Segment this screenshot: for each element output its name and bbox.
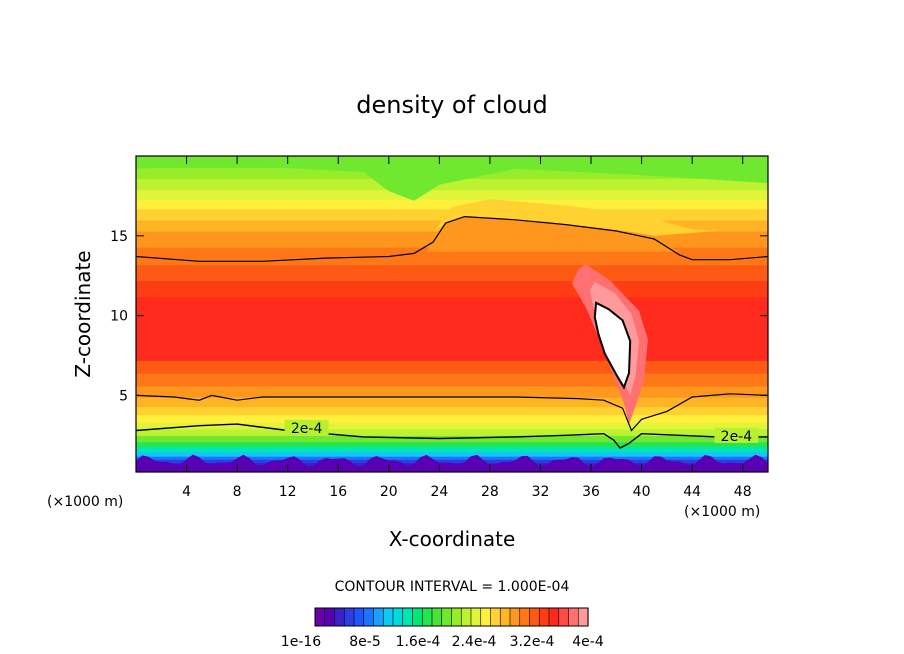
x-tick-label-20: 20 — [380, 484, 398, 500]
colorbar-swatch-15 — [460, 607, 472, 627]
contour-plot-area — [136, 156, 768, 472]
colorbar-swatch-27 — [577, 607, 589, 627]
contour-band-25 — [136, 178, 768, 191]
contour-band-5 — [136, 446, 768, 452]
contour-band-12 — [136, 397, 768, 408]
contour-line-2e-4 — [136, 423, 768, 449]
colorbar-swatch-23 — [538, 607, 550, 627]
colorbar — [314, 607, 589, 627]
x-tick-label-16: 16 — [329, 484, 347, 500]
colorbar-swatch-5 — [363, 607, 375, 627]
x-tick-label-48: 48 — [734, 484, 752, 500]
contour-band-17 — [136, 280, 768, 298]
colorbar-swatch-4 — [353, 607, 365, 627]
colorbar-swatch-21 — [519, 607, 531, 627]
colorbar-label-2: 1.6e-4 — [396, 634, 441, 650]
colorbar-swatch-19 — [499, 607, 511, 627]
x-tick-label-28: 28 — [481, 484, 499, 500]
colorbar-frame — [314, 607, 589, 627]
colorbar-label-1: 8e-5 — [349, 634, 380, 650]
contour-band-3 — [136, 456, 768, 460]
colorbar-swatch-8 — [392, 607, 404, 627]
plot-frame — [135, 155, 769, 473]
contour-label-0: 2e-4 — [291, 421, 323, 437]
colorbar-label-0: 1e-16 — [281, 634, 321, 650]
ground-layer — [136, 454, 768, 472]
contour-band-16 — [136, 296, 768, 361]
colorbar-swatch-24 — [548, 607, 560, 627]
x-tick-label-8: 8 — [233, 484, 242, 500]
colorbar-swatch-1 — [324, 607, 336, 627]
upper-green-region — [136, 156, 768, 201]
colorbar-swatch-0 — [314, 607, 326, 627]
tongue-core — [593, 301, 632, 390]
y-tick-label-15: 15 — [110, 229, 128, 245]
x-axis-title: X-coordinate — [389, 527, 516, 551]
x-tick-label-12: 12 — [279, 484, 297, 500]
contour-band-24 — [136, 189, 768, 200]
colorbar-swatch-9 — [402, 607, 414, 627]
y-tick-label-10: 10 — [110, 309, 128, 325]
colorbar-swatch-12 — [431, 607, 443, 627]
colorbar-swatch-10 — [412, 607, 423, 627]
colorbar-swatch-18 — [490, 607, 501, 627]
contour-band-6 — [136, 441, 768, 448]
colorbar-swatch-22 — [529, 607, 540, 627]
y-tick-label-5: 5 — [119, 388, 128, 404]
contour-band-8 — [136, 428, 768, 436]
x-tick-label-24: 24 — [430, 484, 448, 500]
contour-label-1: 2e-4 — [721, 429, 753, 445]
contour-label-bg-1 — [714, 427, 759, 443]
contour-line-lower — [136, 393, 768, 432]
x-tick-label-40: 40 — [633, 484, 651, 500]
colorbar-label-5: 4e-4 — [572, 634, 604, 650]
x-tick-label-44: 44 — [683, 484, 701, 500]
x-tick-label-36: 36 — [582, 484, 600, 500]
colorbar-swatch-6 — [373, 607, 384, 627]
colorbar-swatch-20 — [509, 607, 521, 627]
contour-band-4 — [136, 451, 768, 457]
chart-title: density of cloud — [356, 91, 547, 119]
plume-band-3 — [433, 199, 718, 236]
colorbar-swatch-14 — [451, 607, 462, 627]
contour-band-11 — [136, 406, 768, 416]
contour-band-9 — [136, 422, 768, 430]
contour-interval-label: CONTOUR INTERVAL = 1.000E-04 — [335, 579, 570, 595]
y-unit-label: (×1000 m) — [47, 494, 123, 510]
colorbar-swatch-13 — [441, 607, 453, 627]
colorbar-swatch-26 — [568, 607, 579, 627]
colorbar-label-4: 3.2e-4 — [510, 634, 555, 650]
contour-label-bg-0 — [284, 419, 329, 435]
colorbar-swatch-7 — [382, 607, 394, 627]
contour-line-upper — [136, 215, 768, 262]
contour-band-10 — [136, 414, 768, 424]
colorbar-swatch-25 — [558, 607, 570, 627]
plume-band-2 — [426, 216, 680, 252]
y-axis-title: Z-coordinate — [71, 250, 95, 377]
x-tick-label-4: 4 — [182, 484, 191, 500]
contour-band-15 — [136, 360, 768, 374]
colorbar-label-3: 2.4e-4 — [452, 634, 497, 650]
contour-band-18 — [136, 264, 768, 282]
x-unit-label: (×1000 m) — [684, 504, 760, 520]
colorbar-labels: 1e-16 8e-5 1.6e-4 2.4e-4 3.2e-4 4e-4 — [281, 634, 604, 650]
contour-band-23 — [136, 199, 768, 210]
contour-band-14 — [136, 373, 768, 387]
contour-band-13 — [136, 385, 768, 398]
colorbar-swatch-17 — [480, 607, 492, 627]
colorbar-swatch-11 — [421, 607, 433, 627]
colorbar-swatch-16 — [470, 607, 482, 627]
colorbar-swatch-3 — [343, 607, 355, 627]
colorbar-swatch-2 — [334, 607, 345, 627]
x-tick-label-32: 32 — [532, 484, 550, 500]
contour-band-2 — [136, 459, 768, 463]
